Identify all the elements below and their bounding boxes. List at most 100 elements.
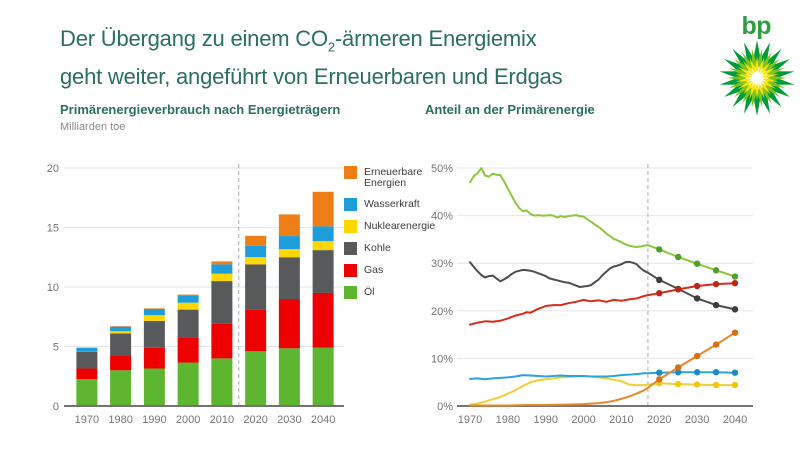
legend-item-nuklearenergie: Nuklearenergie	[344, 220, 440, 233]
y-axis-label: 0	[53, 401, 59, 413]
bar-segment-nuklearenergie	[143, 315, 165, 321]
y-axis-label: 10%	[431, 353, 453, 365]
series-marker-öl	[693, 260, 701, 267]
legend-item-öl: Öl	[344, 286, 440, 299]
bar-segment-gas	[278, 299, 300, 349]
legend-item-wasserkraft: Wasserkraft	[344, 198, 440, 211]
series-marker-gas	[656, 289, 663, 297]
series-marker-nuklearenergie	[712, 381, 720, 389]
series-marker-wasserkraft	[712, 369, 720, 376]
x-axis-label: 2000	[571, 414, 595, 426]
bar-segment-öl	[245, 351, 267, 406]
title-line1-pre: Der Übergang zu einem CO	[60, 26, 328, 51]
y-axis-label: 15	[47, 223, 59, 235]
series-marker-kohle	[693, 295, 701, 302]
legend-swatch	[344, 198, 357, 211]
bar-segment-öl	[278, 348, 300, 406]
bar-segment-öl	[312, 347, 334, 406]
bar-segment-gas	[245, 309, 267, 352]
title-line1-post: -ärmeren Energiemix	[334, 26, 537, 51]
x-axis-label: 1970	[75, 414, 99, 426]
bar-segment-nuklearenergie	[312, 241, 334, 251]
y-axis-label: 0%	[437, 401, 453, 413]
series-marker-wasserkraft	[731, 369, 739, 376]
series-marker-erneuerbare-energien	[675, 364, 682, 371]
legend-label: Wasserkraft	[364, 198, 420, 210]
energy-source-legend: Erneuerbare Energien Wasserkraft Nuklearen…	[344, 166, 440, 299]
series-marker-nuklearenergie	[693, 381, 701, 388]
x-axis-label: 1980	[496, 414, 520, 426]
left-chart-title: Primärenergieverbrauch nach Energieträge…	[60, 102, 341, 117]
y-axis-label: 50%	[431, 163, 453, 175]
legend-item-erneuerbare-energien: Erneuerbare Energien	[344, 166, 440, 189]
series-line-kohle	[469, 260, 736, 311]
title-line2: geht weiter, angeführt von Erneuerbaren …	[60, 64, 563, 90]
x-axis-label: 1980	[108, 414, 132, 426]
series-marker-gas	[731, 279, 739, 287]
bar-segment-erneuerbare-energien	[110, 326, 132, 327]
bar-segment-erneuerbare-energien	[278, 214, 300, 237]
bar-segment-öl	[177, 362, 199, 406]
x-axis-label: 2010	[210, 414, 234, 426]
legend-swatch	[344, 242, 357, 255]
legend-swatch	[344, 166, 357, 179]
x-axis-label: 2000	[176, 414, 200, 426]
bar-segment-wasserkraft	[312, 226, 334, 242]
series-marker-öl	[712, 267, 720, 274]
page-title: Der Übergang zu einem CO2-ärmeren Energi…	[60, 24, 680, 92]
legend-swatch	[344, 286, 357, 299]
x-axis-label: 1970	[458, 414, 482, 426]
y-axis-label: 20	[47, 163, 59, 175]
bar-segment-kohle	[177, 309, 199, 338]
bar-segment-wasserkraft	[76, 347, 98, 352]
series-marker-öl	[731, 273, 739, 280]
x-axis-label: 1990	[142, 414, 166, 426]
bar-segment-erneuerbare-energien	[143, 308, 165, 310]
legend-label: Gas	[364, 264, 384, 276]
y-axis-label: 40%	[431, 211, 453, 223]
series-line-wasserkraft	[469, 371, 736, 381]
bar-segment-wasserkraft	[211, 264, 233, 274]
x-axis-label: 2030	[277, 414, 301, 426]
legend-item-kohle: Kohle	[344, 242, 440, 255]
y-axis-label: 5	[53, 342, 59, 354]
bar-segment-gas	[110, 355, 132, 371]
series-line-erneuerbare-energien	[469, 331, 736, 407]
bar-segment-wasserkraft	[143, 309, 165, 316]
bar-segment-gas	[76, 368, 98, 380]
legend-label: Erneuerbare Energien	[364, 166, 423, 189]
legend-label: Kohle	[364, 242, 391, 254]
bar-segment-öl	[110, 370, 132, 406]
bar-segment-wasserkraft	[245, 245, 267, 258]
bar-segment-kohle	[76, 351, 98, 369]
bar-segment-kohle	[278, 257, 300, 300]
legend-swatch	[344, 220, 357, 233]
bar-segment-nuklearenergie	[177, 302, 199, 310]
primary-energy-share-line-chart: 0% 10% 20% 30% 40% 50% 1970 1980 1990 2000 2010 202…	[431, 163, 753, 426]
legend-item-gas: Gas	[344, 264, 440, 277]
bar-segment-wasserkraft	[278, 236, 300, 250]
series-marker-gas	[675, 286, 682, 293]
series-marker-erneuerbare-energien	[712, 341, 720, 348]
bar-segment-erneuerbare-energien	[177, 294, 199, 296]
left-chart-unit-label: Milliarden toe	[60, 121, 126, 133]
bar-segment-wasserkraft	[110, 326, 132, 332]
bar-segment-nuklearenergie	[211, 273, 233, 282]
legend-label: Öl	[364, 286, 375, 298]
series-line-gas	[469, 282, 736, 326]
series-marker-wasserkraft	[656, 369, 663, 376]
x-axis-label: 2020	[243, 414, 267, 426]
bar-segment-nuklearenergie	[76, 351, 98, 352]
series-marker-erneuerbare-energien	[693, 352, 701, 360]
legend-label: Nuklearenergie	[364, 220, 436, 232]
bar-segment-gas	[143, 347, 165, 369]
series-marker-erneuerbare-energien	[656, 376, 663, 383]
series-marker-wasserkraft	[693, 369, 701, 376]
series-marker-kohle	[712, 301, 720, 309]
x-axis-label: 2030	[685, 414, 709, 426]
legend-swatch	[344, 264, 357, 277]
bar-segment-gas	[312, 292, 334, 348]
bar-segment-kohle	[312, 250, 334, 293]
series-marker-kohle	[731, 306, 739, 313]
